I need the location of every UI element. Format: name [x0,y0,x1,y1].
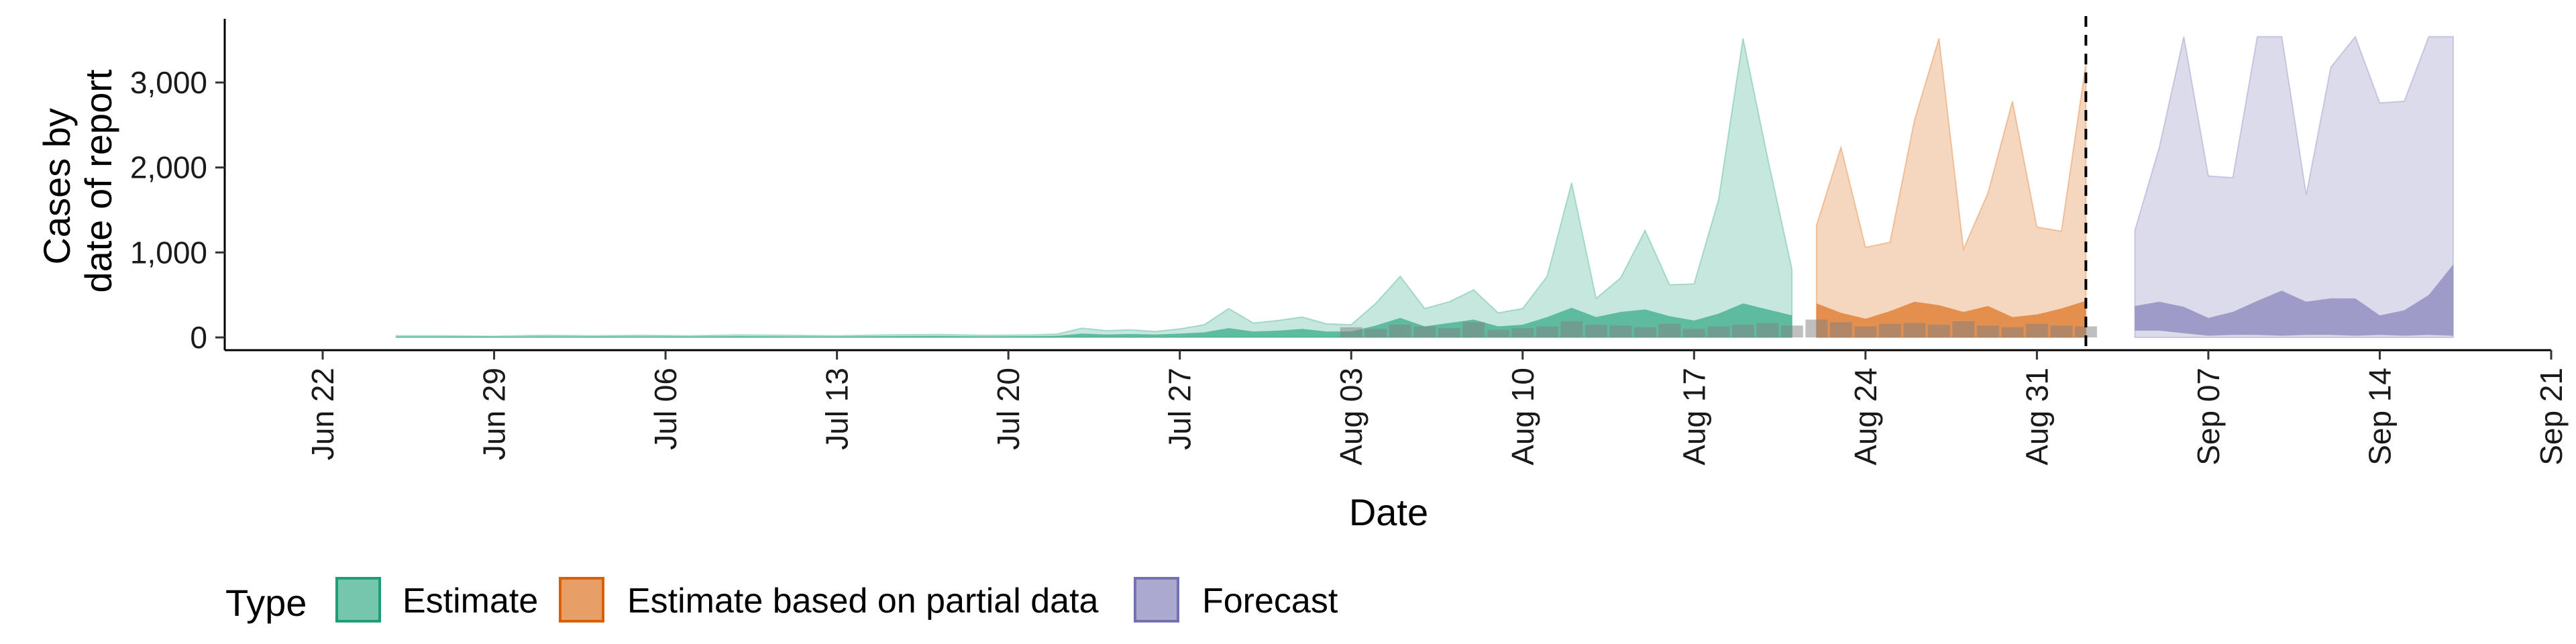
series-areas [395,35,2454,338]
reported-case-bar [1462,322,1485,337]
reported-case-bar [1413,326,1436,337]
legend-key-forecast [1134,577,1179,623]
y-axis-title-line-1: Cases by [36,108,78,264]
x-tick-label: Jul 20 [991,368,1026,450]
reported-case-bar [1805,319,1828,337]
forecast-outer-band [2134,35,2454,338]
forecast-inner-band [2135,264,2453,336]
reported-case-bar [1977,325,1999,337]
reported-case-bar [1731,325,1754,337]
reported-case-bar [1609,325,1632,337]
legend-title: Type [225,582,307,624]
reported-case-bar [1756,323,1779,337]
reported-case-bar [2026,323,2048,337]
x-tick-label: Sep 21 [2534,368,2569,466]
y-axis-title: Cases by date of report [36,69,119,293]
y-tick-label: 3,000 [130,65,207,100]
y-tick-label: 0 [190,320,207,355]
reported-case-bar [1585,325,1607,337]
x-tick-label: Sep 07 [2191,368,2226,466]
reported-case-bar [1364,329,1387,337]
reported-case-bar [1560,321,1583,337]
reported-case-bar [1511,328,1534,337]
reported-case-bar [1878,323,1901,337]
reported-case-bar [1658,323,1681,337]
estimate-outer-band [395,38,1793,338]
x-axis-title: Date [1349,491,1428,533]
x-ticks: Jun 22 Jun 29 Jul 06 Jul 13 Jul 20 Jul 27 Aug … [305,350,2569,466]
reported-case-bar [1927,325,1950,337]
estimate-based-on-partial-data-outer-band [1815,38,2087,338]
legend-key-estimate [335,577,381,623]
x-tick-label: Aug 03 [1334,368,1368,466]
x-tick-label: Aug 24 [1848,368,1883,466]
x-tick-label: Sep 14 [2363,368,2398,466]
reported-case-bar [1903,323,1926,337]
reported-case-bar [1438,328,1460,337]
x-tick-label: Aug 17 [1676,368,1711,466]
x-tick-label: Aug 31 [2019,368,2054,466]
reported-case-bar [1536,326,1558,337]
x-tick-label: Jun 29 [477,368,512,460]
y-axis-title-line-2: date of report [77,69,119,293]
reported-case-bar [1780,325,1803,337]
y-tick-label: 2,000 [130,150,207,185]
x-tick-label: Jun 22 [305,368,340,460]
reported-case-bar [1829,322,1852,337]
x-tick-label: Aug 10 [1505,368,1540,466]
axes [223,19,2551,352]
reported-case-bars [1340,319,2097,337]
reported-case-bar [1340,327,1362,337]
legend-label-estimate: Estimate [402,582,538,621]
legend-label-forecast: Forecast [1202,582,1338,621]
legend-key-estimate-based-on-partial-data [559,577,604,623]
reported-case-bar [1633,327,1656,337]
reported-case-bar [1487,329,1509,337]
reported-case-bar [1952,321,1975,337]
legend: Type Estimate Estimate based on partial d… [225,577,1338,624]
reported-case-bar [2001,327,2024,337]
reported-case-bar [2050,325,2073,337]
reported-case-bar [1854,326,1877,337]
legend-label-estimate-based-on-partial-data: Estimate based on partial data [627,582,1099,621]
reported-case-bar [2075,326,2097,337]
y-ticks: 0 1,000 2,000 3,000 [130,65,225,355]
reported-case-bar [1682,329,1705,337]
reported-case-bar [1389,325,1411,337]
reported-case-bar [1707,326,1730,337]
x-tick-label: Jul 27 [1163,368,1197,450]
x-tick-label: Jul 13 [820,368,855,450]
y-tick-label: 1,000 [130,235,207,270]
x-tick-label: Jul 06 [648,368,683,450]
